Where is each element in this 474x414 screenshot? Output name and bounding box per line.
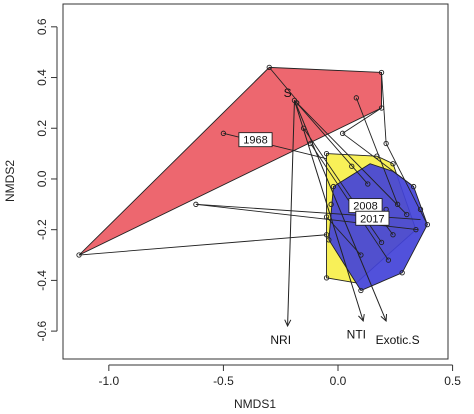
data-point bbox=[76, 252, 82, 258]
y-axis-label: NMDS2 bbox=[3, 160, 17, 202]
data-point bbox=[353, 95, 359, 101]
vector-label: NTI bbox=[347, 328, 366, 342]
vector-label: Exotic.S bbox=[376, 333, 420, 347]
data-point bbox=[300, 125, 307, 131]
data-point bbox=[193, 201, 199, 207]
annotation-label: S bbox=[284, 86, 292, 100]
vector-label: NRI bbox=[270, 333, 291, 347]
vector-arrowhead bbox=[284, 319, 292, 328]
data-point bbox=[323, 232, 330, 238]
data-point bbox=[349, 163, 355, 169]
y-tick-label: -0.6 bbox=[35, 320, 49, 341]
data-point bbox=[399, 270, 405, 276]
x-tick-label: 0.0 bbox=[330, 374, 347, 388]
data-point bbox=[390, 161, 396, 167]
y-tick-label: 0.6 bbox=[35, 18, 49, 35]
data-point bbox=[358, 287, 364, 294]
data-point bbox=[326, 237, 332, 243]
vector-arrowhead bbox=[358, 313, 365, 323]
data-point bbox=[413, 227, 419, 233]
y-tick-label: 0.2 bbox=[35, 120, 49, 137]
data-point bbox=[323, 150, 330, 157]
y-tick-label: -0.4 bbox=[35, 270, 49, 291]
data-point bbox=[383, 140, 389, 147]
x-tick-label: -1.0 bbox=[98, 374, 119, 388]
data-point bbox=[328, 201, 334, 207]
hull-layer bbox=[78, 66, 428, 292]
annotation-box bbox=[238, 132, 273, 148]
data-point bbox=[358, 252, 364, 258]
point-layer bbox=[76, 64, 431, 294]
data-point bbox=[330, 183, 337, 190]
data-point bbox=[365, 181, 371, 187]
y-tick-label: 0.4 bbox=[35, 69, 49, 86]
trajectory-segment bbox=[342, 132, 414, 187]
axis-layer: -1.0 -0.5 0.0 0.5 -0.6 -0.4 -0.2 0.0 0.2 0.4 0.6 bbox=[35, 18, 461, 388]
trajectory-segment bbox=[268, 67, 300, 104]
data-point bbox=[220, 130, 227, 136]
data-point bbox=[339, 130, 346, 136]
trajectory-segment bbox=[296, 102, 369, 185]
data-point bbox=[417, 206, 424, 213]
data-point bbox=[410, 183, 417, 190]
data-point bbox=[307, 140, 314, 147]
data-point bbox=[374, 153, 380, 159]
x-tick-label: -0.5 bbox=[213, 374, 234, 388]
data-point bbox=[394, 201, 401, 207]
trajectory-segment bbox=[342, 107, 382, 134]
data-point bbox=[294, 100, 300, 106]
data-point bbox=[424, 221, 431, 228]
annotation-box bbox=[355, 210, 390, 226]
trajectory-segment bbox=[385, 143, 428, 225]
y-tick-label: 0.0 bbox=[35, 170, 49, 187]
annotation-label: 2017 bbox=[360, 213, 384, 225]
vector-exotics bbox=[293, 100, 387, 322]
data-point bbox=[378, 69, 385, 76]
trajectory-segment bbox=[355, 97, 399, 205]
data-point bbox=[323, 275, 330, 281]
x-tick-label: 0.5 bbox=[444, 374, 461, 388]
data-point bbox=[404, 211, 410, 218]
trajectory-segment bbox=[79, 234, 327, 256]
data-point bbox=[378, 239, 385, 246]
plot-frame bbox=[62, 3, 449, 360]
data-point bbox=[378, 105, 385, 111]
y-tick-label: -0.2 bbox=[35, 219, 49, 240]
data-point bbox=[266, 64, 272, 71]
x-axis-label: NMDS1 bbox=[234, 397, 276, 411]
vector-arrowhead bbox=[380, 313, 388, 323]
annotation-label: 2008 bbox=[353, 201, 377, 213]
trajectory-segment bbox=[294, 100, 408, 215]
data-point bbox=[390, 232, 396, 238]
annotation-label: 1968 bbox=[243, 135, 267, 147]
vector-layer: NRI NTI Exotic.S bbox=[270, 100, 420, 347]
data-point bbox=[385, 257, 392, 263]
vector-nti bbox=[293, 100, 364, 322]
data-point bbox=[323, 214, 330, 220]
vector-nri bbox=[287, 100, 295, 327]
